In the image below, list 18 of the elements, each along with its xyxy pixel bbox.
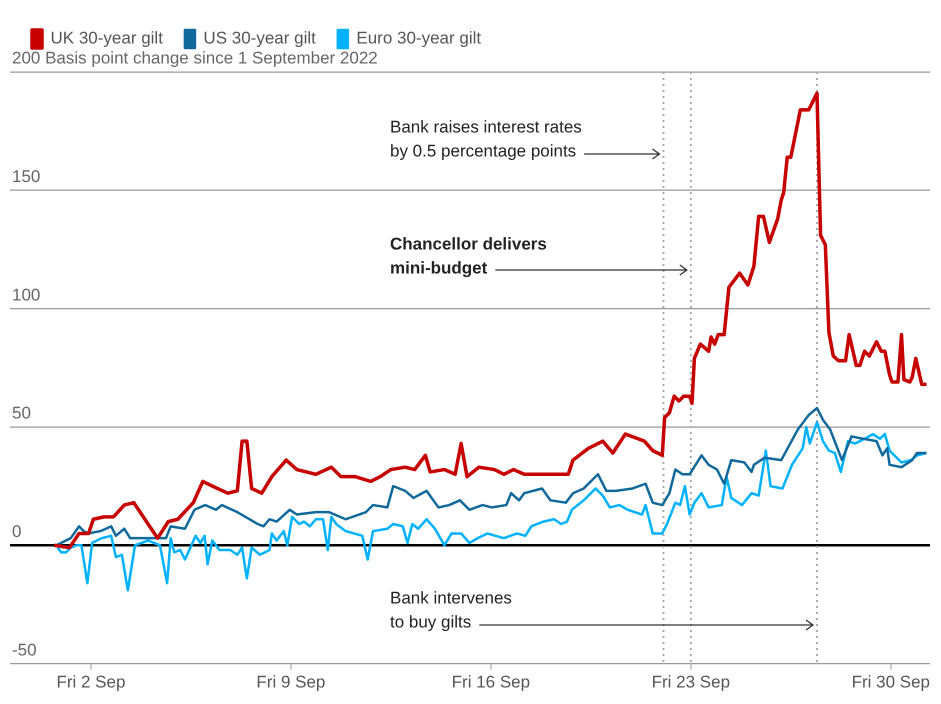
ref-line-label: Bank intervenes to buy gilts <box>390 588 512 632</box>
x-tick-label: Fri 2 Sep <box>56 672 126 692</box>
x-tick-label: Fri 30 Sep <box>852 672 930 692</box>
x-tick-label: Fri 16 Sep <box>452 672 530 692</box>
ref-line-label: Bank raises interest rates by 0.5 percentage points <box>390 118 582 161</box>
legend-label: UK 30-year gilt <box>50 28 164 48</box>
legend-label: Euro 30-year gilt <box>356 28 482 48</box>
ref-line-label: Chancellor delivers mini-budget <box>390 234 547 278</box>
y-tick-label: 150 <box>12 167 40 186</box>
y-tick-label: 200 <box>12 48 40 68</box>
y-tick-label: -50 <box>12 640 37 660</box>
y-tick-label: 100 <box>12 285 40 304</box>
legend-label: US 30-year gilt <box>203 28 316 48</box>
y-axis-title: Basis point change since 1 September 2022 <box>45 48 378 68</box>
y-tick-label: 0 <box>12 522 22 541</box>
x-tick-label: Fri 9 Sep <box>256 672 326 692</box>
y-tick-label: 50 <box>12 404 31 423</box>
x-tick-label: Fri 23 Sep <box>652 672 730 692</box>
